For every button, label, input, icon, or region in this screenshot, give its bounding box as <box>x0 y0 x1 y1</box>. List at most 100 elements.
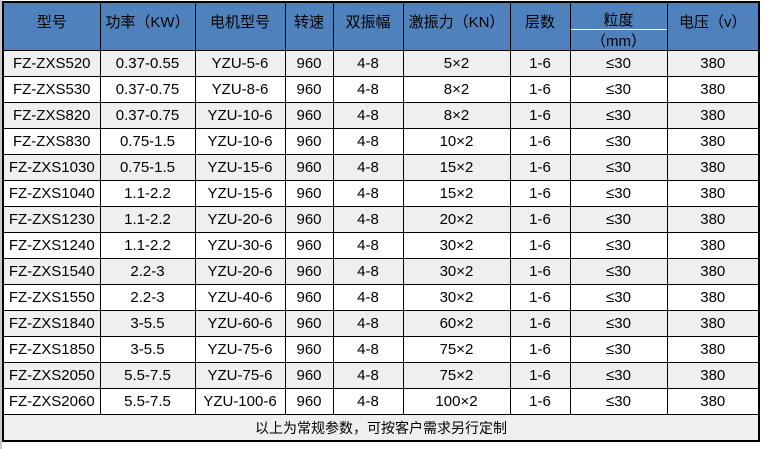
cell-layers: 1-6 <box>509 206 571 233</box>
cell-granularity: ≤30 <box>569 232 668 259</box>
cell-granularity: ≤30 <box>569 310 668 337</box>
cell-motor: YZU-75-6 <box>194 362 286 389</box>
cell-granularity: ≤30 <box>569 336 668 363</box>
spec-table: 型号 功率（KW） 电机型号 转速 双振幅 激振力（KN） 层数 粒度 （mm）… <box>2 1 760 442</box>
cell-speed: 960 <box>284 180 334 207</box>
cell-amplitude: 4-8 <box>332 206 404 233</box>
cell-granularity: ≤30 <box>569 102 668 129</box>
cell-layers: 1-6 <box>509 310 571 337</box>
table-row: FZ-ZXS1240 1.1-2.2 YZU-30-6 960 4-8 30×2 1-6 ≤3… <box>2 232 760 259</box>
spec-table-footer: 以上为常规参数，可按客户需求另行定制 <box>2 414 760 442</box>
cell-voltage: 380 <box>666 336 760 363</box>
cell-model: FZ-ZXS1550 <box>2 284 101 311</box>
cell-power: 0.75-1.5 <box>99 128 196 155</box>
cell-voltage: 380 <box>666 180 760 207</box>
cell-amplitude: 4-8 <box>332 284 404 311</box>
cell-motor: YZU-75-6 <box>194 336 286 363</box>
cell-layers: 1-6 <box>509 232 571 259</box>
cell-granularity: ≤30 <box>569 258 668 285</box>
cell-amplitude: 4-8 <box>332 336 404 363</box>
header-granularity-line1: 粒度 <box>571 3 666 30</box>
cell-motor: YZU-60-6 <box>194 310 286 337</box>
cell-layers: 1-6 <box>509 258 571 285</box>
cell-force: 100×2 <box>402 388 511 415</box>
cell-amplitude: 4-8 <box>332 388 404 415</box>
cell-layers: 1-6 <box>509 76 571 103</box>
cell-model: FZ-ZXS830 <box>2 128 101 155</box>
cell-granularity: ≤30 <box>569 154 668 181</box>
cell-force: 30×2 <box>402 258 511 285</box>
cell-power: 0.37-0.75 <box>99 102 196 129</box>
cell-amplitude: 4-8 <box>332 76 404 103</box>
cell-force: 75×2 <box>402 336 511 363</box>
header-force: 激振力（KN） <box>402 1 511 51</box>
cell-model: FZ-ZXS2060 <box>2 388 101 415</box>
cell-motor: YZU-40-6 <box>194 284 286 311</box>
cell-force: 75×2 <box>402 362 511 389</box>
cell-voltage: 380 <box>666 232 760 259</box>
cell-model: FZ-ZXS1240 <box>2 232 101 259</box>
page-left-edge <box>0 0 2 449</box>
cell-layers: 1-6 <box>509 362 571 389</box>
footer-note: 以上为常规参数，可按客户需求另行定制 <box>2 414 760 442</box>
cell-amplitude: 4-8 <box>332 102 404 129</box>
cell-speed: 960 <box>284 336 334 363</box>
cell-speed: 960 <box>284 128 334 155</box>
cell-motor: YZU-100-6 <box>194 388 286 415</box>
cell-granularity: ≤30 <box>569 362 668 389</box>
cell-amplitude: 4-8 <box>332 154 404 181</box>
cell-granularity: ≤30 <box>569 180 668 207</box>
table-row: FZ-ZXS530 0.37-0.75 YZU-8-6 960 4-8 8×2 1-6 ≤30… <box>2 76 760 103</box>
cell-force: 20×2 <box>402 206 511 233</box>
header-model: 型号 <box>2 1 101 51</box>
table-row: FZ-ZXS2050 5.5-7.5 YZU-75-6 960 4-8 75×2 1-6 ≤3… <box>2 362 760 389</box>
cell-power: 1.1-2.2 <box>99 206 196 233</box>
cell-force: 5×2 <box>402 50 511 77</box>
cell-power: 0.37-0.75 <box>99 76 196 103</box>
table-row: FZ-ZXS1840 3-5.5 YZU-60-6 960 4-8 60×2 1-6 ≤30 3… <box>2 310 760 337</box>
cell-granularity: ≤30 <box>569 206 668 233</box>
cell-force: 8×2 <box>402 102 511 129</box>
cell-amplitude: 4-8 <box>332 50 404 77</box>
table-body: FZ-ZXS520 0.37-0.55 YZU-5-6 960 4-8 5×2 1-6 ≤30… <box>2 50 760 415</box>
cell-power: 3-5.5 <box>99 336 196 363</box>
cell-power: 5.5-7.5 <box>99 388 196 415</box>
cell-voltage: 380 <box>666 50 760 77</box>
cell-power: 0.37-0.55 <box>99 50 196 77</box>
table-row: FZ-ZXS830 0.75-1.5 YZU-10-6 960 4-8 10×2 1-6 ≤3… <box>2 128 760 155</box>
table-row: FZ-ZXS1230 1.1-2.2 YZU-20-6 960 4-8 20×2 1-6 ≤3… <box>2 206 760 233</box>
cell-force: 15×2 <box>402 180 511 207</box>
cell-speed: 960 <box>284 258 334 285</box>
table-row: FZ-ZXS1550 2.2-3 YZU-40-6 960 4-8 30×2 1-6 ≤30 3… <box>2 284 760 311</box>
cell-speed: 960 <box>284 284 334 311</box>
header-power: 功率（KW） <box>99 1 196 51</box>
footer-row: 以上为常规参数，可按客户需求另行定制 <box>2 414 760 442</box>
cell-motor: YZU-20-6 <box>194 258 286 285</box>
cell-voltage: 380 <box>666 102 760 129</box>
cell-speed: 960 <box>284 76 334 103</box>
table-row: FZ-ZXS1540 2.2-3 YZU-20-6 960 4-8 30×2 1-6 ≤30 3… <box>2 258 760 285</box>
cell-model: FZ-ZXS1230 <box>2 206 101 233</box>
cell-model: FZ-ZXS1840 <box>2 310 101 337</box>
cell-force: 60×2 <box>402 310 511 337</box>
cell-model: FZ-ZXS820 <box>2 102 101 129</box>
cell-motor: YZU-10-6 <box>194 128 286 155</box>
cell-voltage: 380 <box>666 388 760 415</box>
cell-speed: 960 <box>284 50 334 77</box>
cell-power: 3-5.5 <box>99 310 196 337</box>
cell-granularity: ≤30 <box>569 284 668 311</box>
table-row: FZ-ZXS820 0.37-0.75 YZU-10-6 960 4-8 8×2 1-6 ≤3… <box>2 102 760 129</box>
cell-model: FZ-ZXS2050 <box>2 362 101 389</box>
header-row: 型号 功率（KW） 电机型号 转速 双振幅 激振力（KN） 层数 粒度 （mm）… <box>2 1 760 51</box>
cell-granularity: ≤30 <box>569 388 668 415</box>
header-granularity-line2: （mm） <box>591 32 646 50</box>
cell-power: 0.75-1.5 <box>99 154 196 181</box>
cell-force: 30×2 <box>402 284 511 311</box>
cell-speed: 960 <box>284 102 334 129</box>
cell-force: 15×2 <box>402 154 511 181</box>
cell-voltage: 380 <box>666 154 760 181</box>
cell-layers: 1-6 <box>509 154 571 181</box>
header-granularity: 粒度 （mm） <box>569 1 668 51</box>
cell-speed: 960 <box>284 362 334 389</box>
table-row: FZ-ZXS1030 0.75-1.5 YZU-15-6 960 4-8 15×2 1-6 ≤… <box>2 154 760 181</box>
